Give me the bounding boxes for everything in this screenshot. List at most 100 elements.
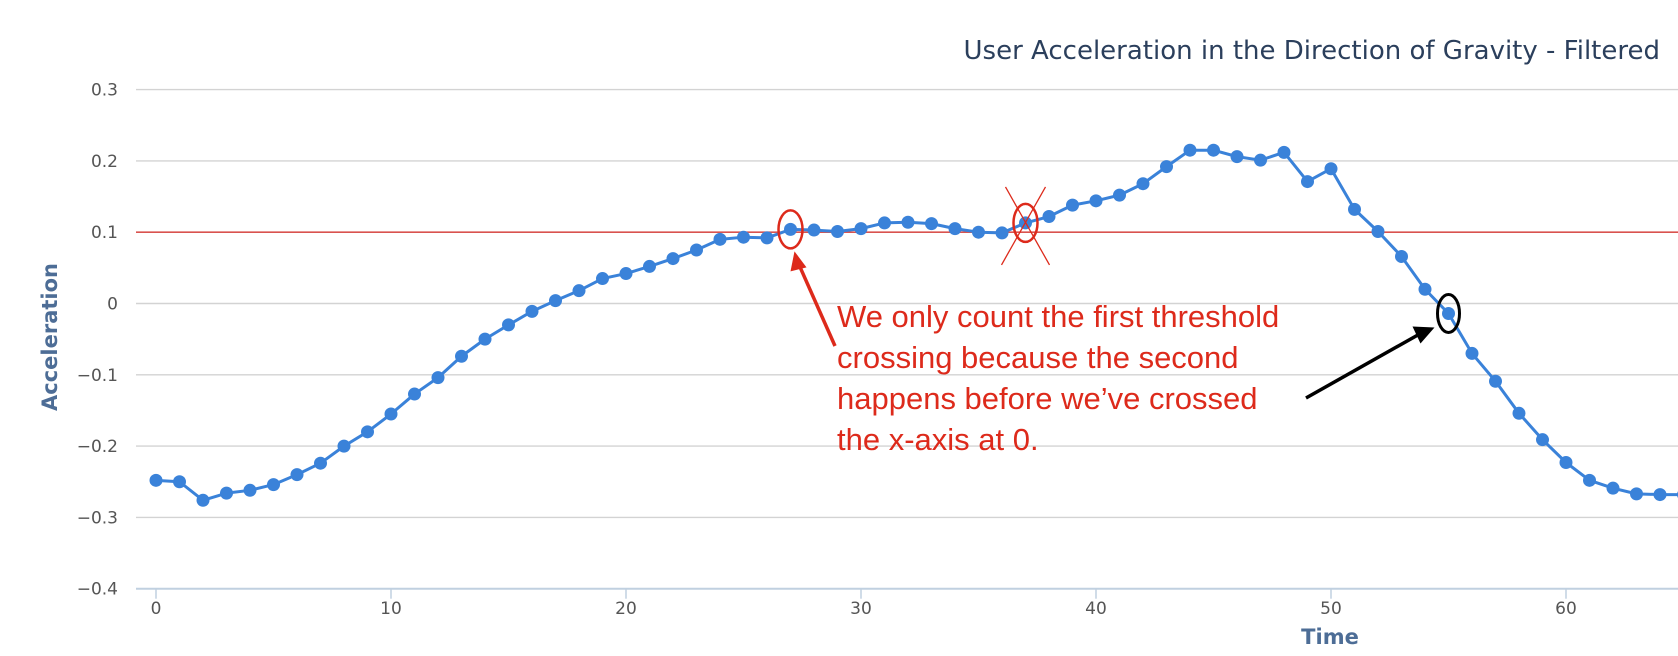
first-crossing-circle [777, 209, 804, 250]
x-tick-label: 50 [1320, 599, 1342, 619]
data-point [196, 493, 210, 507]
data-point [1089, 194, 1103, 208]
y-tick-label: 0.1 [91, 223, 118, 243]
x-tick-label: 20 [615, 599, 637, 619]
data-point [1066, 198, 1079, 212]
rejected-crossing-circle [1012, 202, 1039, 244]
data-point [431, 371, 445, 385]
data-point [784, 222, 797, 236]
data-point [1207, 143, 1220, 157]
data-point [901, 215, 915, 229]
y-axis-ticks: 0.3 0.2 0.1 0 −0.1 −0.2 −0.3 −0.4 [77, 81, 118, 600]
data-point [149, 473, 163, 487]
x-tick-label: 0 [151, 599, 162, 619]
data-point [408, 387, 421, 401]
data-point [220, 486, 233, 500]
data-point [173, 475, 186, 489]
annotation-marks [777, 186, 1461, 400]
y-tick-label: −0.2 [77, 437, 118, 457]
data-point [314, 456, 327, 470]
y-tick-label: −0.1 [77, 366, 118, 386]
data-point [1395, 249, 1408, 263]
data-point [361, 425, 374, 439]
data-point [760, 231, 774, 245]
y-tick-label: 0 [107, 295, 118, 315]
data-point [972, 225, 985, 239]
data-point [690, 243, 703, 257]
data-point [549, 294, 562, 308]
y-tick-label: 0.2 [91, 152, 118, 172]
data-point [1512, 406, 1526, 420]
black-arrow-shaft [1305, 331, 1422, 400]
data-point [948, 222, 962, 236]
data-point [1559, 455, 1573, 469]
x-axis-ticks: 0 10 20 30 40 50 60 [151, 588, 1577, 619]
data-point [455, 349, 468, 363]
data-point [1254, 153, 1267, 167]
annotation-line-2: crossing because the second [837, 340, 1239, 375]
chart-title: User Acceleration in the Direction of Gr… [964, 36, 1661, 66]
data-point [713, 232, 727, 246]
zero-crossing-circle [1436, 292, 1461, 334]
data-point [337, 439, 351, 453]
data-point [1136, 177, 1150, 191]
data-point [502, 318, 515, 332]
data-point [1630, 487, 1643, 501]
data-point [1160, 160, 1173, 174]
data-point [619, 267, 633, 281]
y-axis-title: Acceleration [38, 263, 62, 411]
data-point [1442, 306, 1455, 320]
data-point [1113, 188, 1126, 202]
series-layer [149, 143, 1678, 507]
data-point [1183, 143, 1197, 157]
rejected-cross-stroke [1000, 186, 1047, 266]
data-point [596, 272, 609, 286]
data-point [1301, 175, 1314, 189]
data-point [666, 252, 680, 266]
data-point [572, 284, 586, 298]
data-point [1324, 162, 1338, 176]
annotation-line-3: happens before we’ve crossed [837, 381, 1257, 416]
data-point [1230, 150, 1244, 164]
data-point [478, 332, 492, 346]
x-tick-label: 30 [850, 599, 872, 619]
black-arrow-head [1412, 326, 1435, 344]
data-point [807, 223, 821, 237]
annotation-line-1: We only count the first threshold [837, 299, 1279, 334]
data-point [525, 304, 539, 318]
annotation-text: We only count the first threshold crossi… [837, 299, 1279, 457]
data-point [643, 259, 656, 273]
data-point [1606, 481, 1620, 495]
data-point [243, 483, 257, 497]
annotation-line-4: the x-axis at 0. [837, 422, 1039, 457]
data-point [878, 216, 891, 230]
y-tick-label: −0.3 [77, 508, 118, 528]
data-point [831, 224, 844, 238]
x-tick-label: 40 [1085, 599, 1107, 619]
data-point [1418, 282, 1432, 296]
data-point [737, 230, 750, 244]
data-point [995, 226, 1009, 240]
data-point [854, 222, 868, 236]
data-point [267, 478, 280, 492]
data-point [290, 468, 304, 482]
data-point [1653, 488, 1667, 502]
data-point [1489, 374, 1502, 388]
y-tick-label: −0.4 [77, 580, 118, 600]
red-arrow-shaft [795, 260, 837, 347]
data-point [1465, 346, 1479, 360]
data-point [1348, 202, 1361, 216]
data-point [1583, 473, 1596, 487]
data-point [1536, 433, 1549, 447]
data-point [1371, 224, 1385, 238]
x-tick-label: 60 [1555, 599, 1577, 619]
x-axis-title: Time [1301, 625, 1359, 649]
data-point [384, 407, 398, 421]
x-tick-label: 10 [380, 599, 402, 619]
data-point [925, 217, 938, 231]
rejected-cross-stroke [1004, 186, 1051, 266]
y-tick-label: 0.3 [91, 81, 118, 101]
data-point [1042, 210, 1056, 224]
red-arrow-head [790, 251, 807, 272]
